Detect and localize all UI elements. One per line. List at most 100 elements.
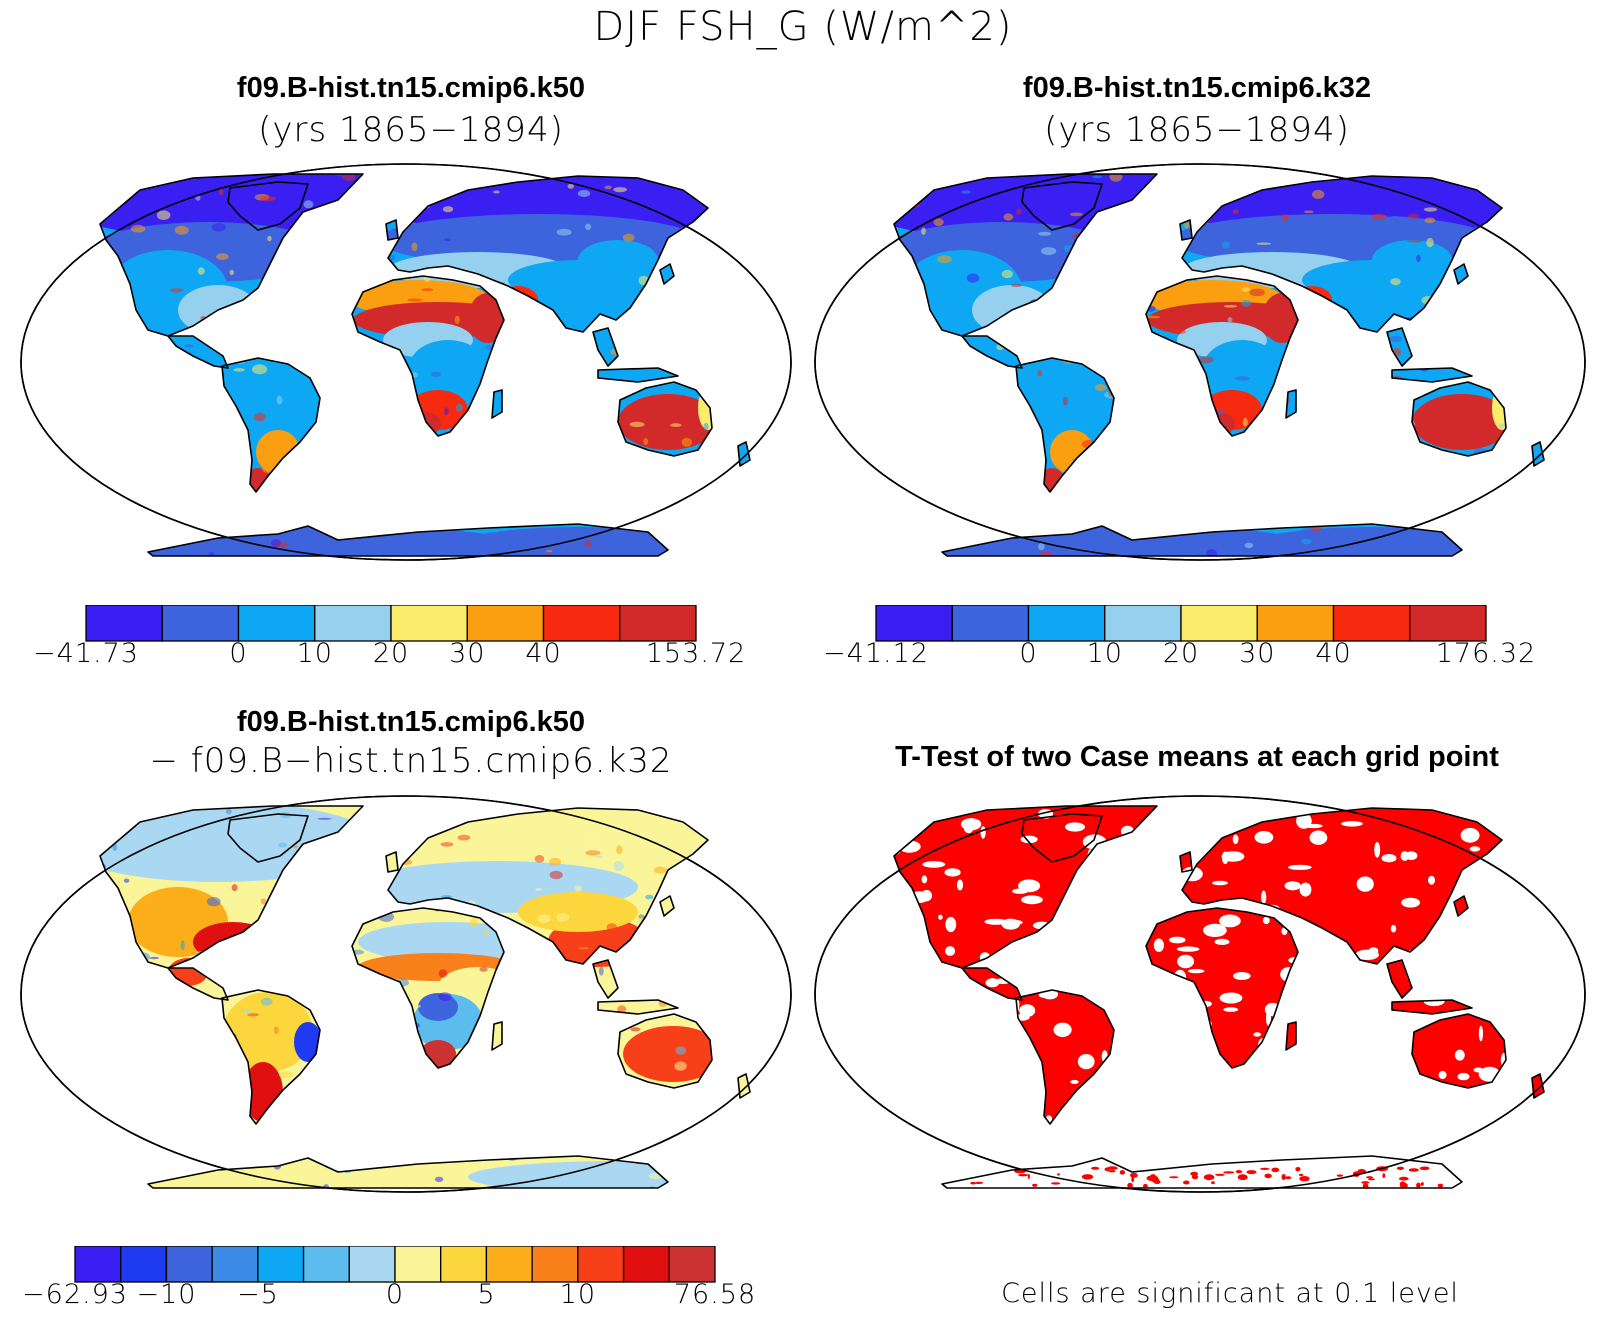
nonsignificant-cell <box>1266 1010 1271 1027</box>
significant-cell <box>1366 1176 1373 1179</box>
field-speckle <box>1349 160 1364 165</box>
colorbar-bin <box>440 1246 488 1283</box>
coastline-uk <box>385 851 399 873</box>
coastline-sa <box>1015 989 1115 1125</box>
coastline-antarctica <box>147 1155 669 1189</box>
nonsignificant-cell <box>992 792 996 797</box>
field-speckle <box>174 225 189 235</box>
field-speckle <box>1498 423 1506 429</box>
coastline-greenland <box>227 813 309 863</box>
coastline-madagascar <box>491 389 503 419</box>
field-speckle <box>1371 213 1387 220</box>
field-speckle <box>1038 542 1045 551</box>
field-speckle <box>1241 299 1252 307</box>
field-speckle <box>846 190 854 197</box>
significant-cell <box>1119 1170 1126 1175</box>
nonsignificant-cell <box>1299 882 1312 897</box>
significant-cell <box>1081 1174 1094 1180</box>
coastline-madagascar <box>1285 389 1297 419</box>
field-speckle <box>675 1046 687 1055</box>
field-speckle <box>1407 213 1419 219</box>
nonsignificant-cell <box>1012 888 1028 894</box>
colorbar-label: 40 <box>1315 638 1351 669</box>
nonsignificant-cell <box>1541 871 1544 880</box>
field-speckle <box>1531 548 1544 553</box>
field-speckle <box>1573 260 1586 265</box>
colorbar-label: −10 <box>136 1279 196 1310</box>
field-speckle <box>1390 278 1401 286</box>
coastline-se_asia <box>592 327 619 367</box>
field-region <box>294 1022 322 1062</box>
field-speckle <box>681 437 693 447</box>
significant-cell <box>1131 1176 1135 1183</box>
field-speckle <box>897 503 913 508</box>
field-speckle <box>1465 517 1479 526</box>
nonsignificant-cell <box>1169 936 1186 944</box>
significant-cell <box>1091 1166 1100 1170</box>
field-speckle <box>697 178 713 187</box>
significant-cell <box>1284 1176 1292 1180</box>
significant-cell <box>1032 1183 1038 1187</box>
colorbar-bin <box>211 1246 259 1283</box>
map-diff <box>19 795 792 1193</box>
field-speckle <box>1424 217 1436 224</box>
coastline-greenland <box>227 181 309 231</box>
colorbar-label: 30 <box>1239 638 1275 669</box>
field-speckle <box>32 823 36 832</box>
field-speckle <box>1170 329 1186 335</box>
field-speckle <box>904 545 911 553</box>
colorbar-bin <box>390 605 468 642</box>
nonsignificant-cell <box>1438 1070 1447 1080</box>
nonsignificant-cell <box>1478 1025 1483 1042</box>
field-speckle <box>19 1175 32 1185</box>
significant-cell <box>1130 1172 1138 1178</box>
coastline-greenland <box>1021 813 1103 863</box>
field-region <box>518 892 638 932</box>
field-speckle <box>963 537 980 544</box>
field-speckle <box>1525 537 1538 546</box>
field-speckle <box>242 1009 253 1013</box>
nonsignificant-cell <box>1582 1054 1588 1065</box>
field-speckle <box>264 207 274 211</box>
nonsignificant-cell <box>1567 831 1587 837</box>
colorbar-bin <box>668 1246 716 1283</box>
nonsignificant-cell <box>1254 831 1274 844</box>
nonsignificant-cell <box>1497 807 1520 823</box>
field-speckle <box>1462 508 1471 514</box>
field-speckle <box>674 1061 687 1071</box>
coastline-ca <box>961 335 1023 369</box>
field-speckle <box>833 188 846 190</box>
colorbar-bin <box>394 1246 442 1283</box>
significant-cell <box>1027 1173 1030 1180</box>
nonsignificant-cell <box>1381 854 1397 863</box>
nonsignificant-cell <box>1070 1079 1079 1084</box>
field-speckle <box>825 441 839 449</box>
colorbar-k50: −41.73 0 10 20 30 40 153.72 <box>33 605 745 669</box>
coastline-se_asia <box>592 959 619 999</box>
field-speckle <box>781 460 795 465</box>
field-speckle <box>1069 212 1083 217</box>
field-speckle <box>613 861 624 871</box>
coastline-japan <box>1453 263 1469 285</box>
field-speckle <box>1499 516 1506 523</box>
field-speckle <box>660 517 666 525</box>
field-speckle <box>670 423 682 427</box>
field-speckle <box>123 878 130 883</box>
field-speckle <box>1232 209 1239 214</box>
colorbar-bin <box>237 605 316 642</box>
field-speckle <box>100 1184 105 1188</box>
field-speckle <box>469 917 479 928</box>
significant-cell <box>1398 1176 1409 1181</box>
nonsignificant-cell <box>1501 1117 1515 1126</box>
field-speckle <box>1039 551 1054 556</box>
nonsignificant-cell <box>1286 794 1306 801</box>
field-speckle <box>691 547 706 556</box>
field-speckle <box>928 507 941 516</box>
colorbar-label: 0 <box>1019 638 1037 669</box>
panel-k50-title: f09.B-hist.tn15.cmip6.k50 <box>236 72 586 104</box>
field-speckle <box>78 557 85 563</box>
field-speckle <box>430 371 442 377</box>
field-speckle <box>955 164 967 167</box>
significant-cell <box>1191 1174 1199 1180</box>
field-speckle <box>252 364 268 375</box>
